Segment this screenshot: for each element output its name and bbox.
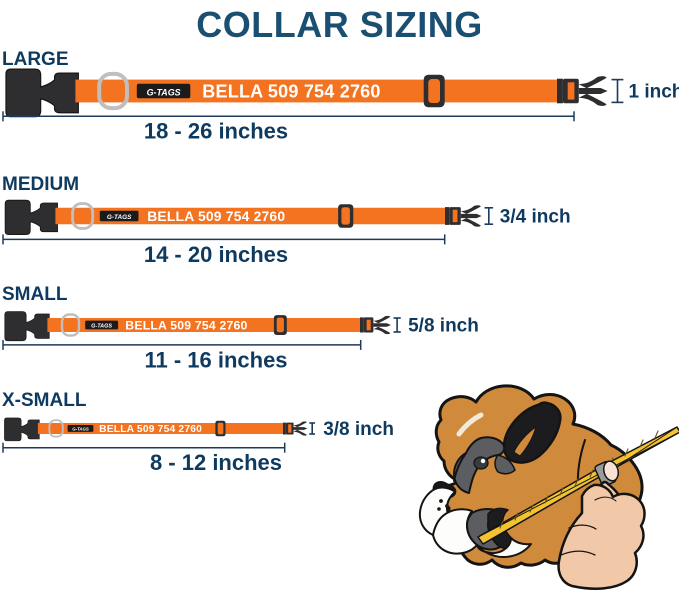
svg-text:MEDIUM: MEDIUM [2, 174, 79, 195]
svg-text:G-TAGS: G-TAGS [107, 214, 132, 221]
svg-text:G-TAGS: G-TAGS [147, 87, 181, 97]
svg-text:3/8 inch: 3/8 inch [323, 419, 394, 440]
svg-text:G-TAGS: G-TAGS [91, 324, 112, 330]
svg-text:8 - 12 inches: 8 - 12 inches [150, 450, 282, 475]
svg-text:SMALL: SMALL [2, 284, 68, 305]
svg-text:BELLA 509 754 2760: BELLA 509 754 2760 [125, 318, 247, 332]
svg-text:18 - 26 inches: 18 - 26 inches [144, 119, 288, 144]
svg-text:G-TAGS: G-TAGS [72, 427, 89, 432]
svg-text:BELLA 509 754 2760: BELLA 509 754 2760 [202, 82, 380, 102]
svg-text:1 inch: 1 inch [629, 82, 679, 103]
svg-text:BELLA 509 754 2760: BELLA 509 754 2760 [99, 424, 202, 435]
svg-text:11 - 16 inches: 11 - 16 inches [144, 347, 287, 372]
svg-text:LARGE: LARGE [2, 49, 69, 70]
svg-text:5/8 inch: 5/8 inch [408, 316, 479, 337]
svg-text:3/4 inch: 3/4 inch [500, 207, 571, 228]
svg-text:X-SMALL: X-SMALL [2, 390, 87, 411]
svg-text:BELLA 509 754 2760: BELLA 509 754 2760 [147, 208, 285, 224]
svg-text:14 - 20 inches: 14 - 20 inches [144, 242, 288, 267]
